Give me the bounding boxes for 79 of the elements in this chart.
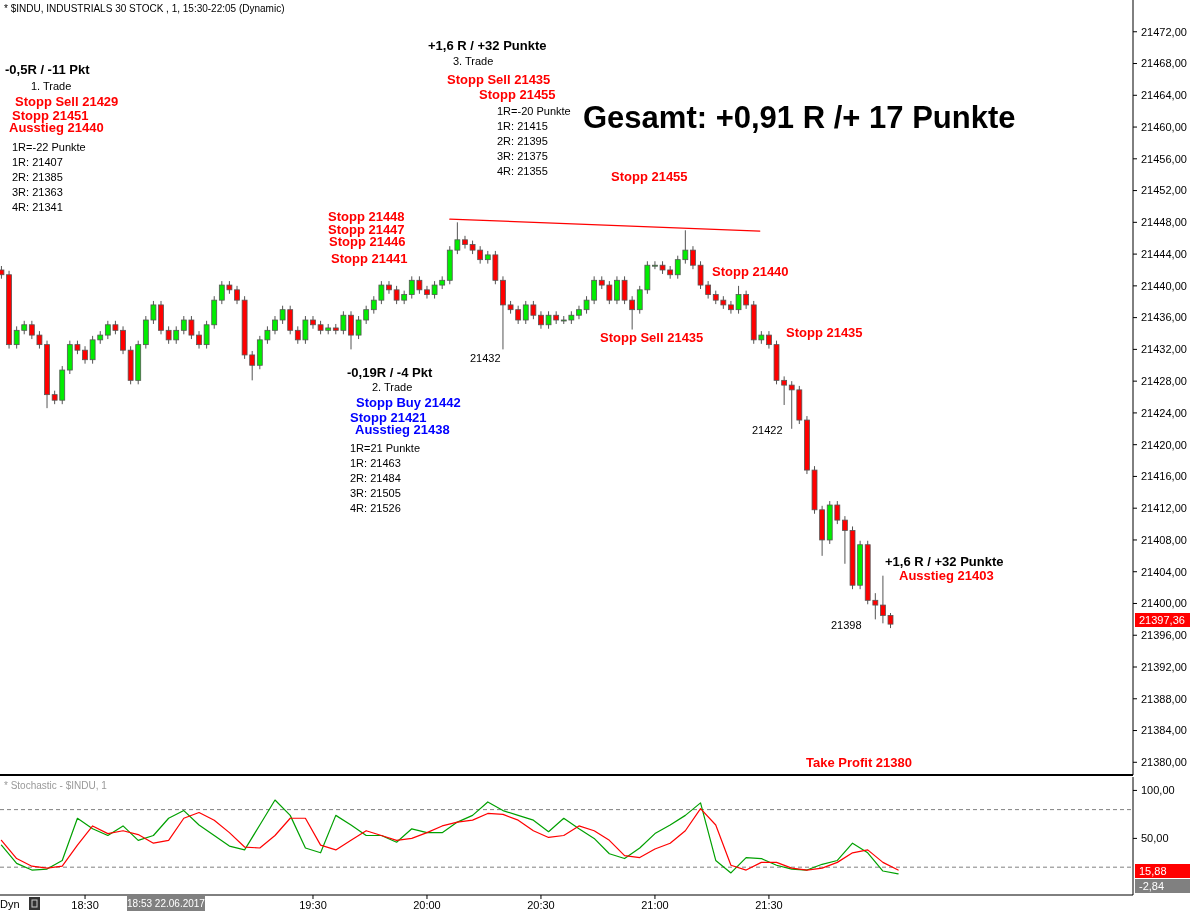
annotation: +1,6 R / +32 Punkte	[428, 37, 547, 53]
y-tick-label: 21432,00	[1141, 343, 1187, 356]
annotation: Stopp 21440	[712, 263, 789, 279]
annotation: 1R: 21463	[350, 456, 401, 469]
text: 15,88	[1139, 864, 1167, 877]
y-tick-label: 21452,00	[1141, 184, 1187, 197]
annotation: 1R=21 Punkte	[350, 441, 421, 454]
y-tick-label: 21420,00	[1141, 438, 1187, 451]
text: 21397,36	[1139, 613, 1185, 626]
y-tick-label: 21384,00	[1141, 724, 1187, 737]
annotation: 3R: 21505	[350, 486, 401, 499]
y-tick-label: 21412,00	[1141, 502, 1187, 515]
annotation: 2R: 21395	[497, 134, 548, 147]
chart-title: * Stochastic - $INDU, 1	[4, 780, 108, 791]
annotation: Stopp 21455	[611, 168, 688, 184]
annotation: Take Profit 21380	[806, 754, 912, 770]
text: 18:53 22.06.2017	[127, 897, 206, 909]
annotation: Ausstieg 21403	[899, 567, 994, 583]
text: Dyn	[0, 897, 20, 910]
y-tick-label: 21380,00	[1141, 756, 1187, 769]
x-tick-label: 21:30	[755, 898, 783, 911]
y-tick-label: 100,00	[1141, 784, 1175, 797]
y-tick-label: 21404,00	[1141, 565, 1187, 578]
annotation: Stopp Sell 21435	[447, 71, 551, 87]
x-tick-label: 20:30	[527, 898, 555, 911]
annotation: 3R: 21363	[12, 185, 63, 198]
y-tick-label: 21472,00	[1141, 25, 1187, 38]
annotation: 4R: 21355	[497, 164, 548, 177]
y-tick-label: 50,00	[1141, 832, 1169, 845]
annotation: 4R: 21526	[350, 501, 401, 514]
annotation: 2. Trade	[372, 380, 413, 393]
y-tick-label: 21460,00	[1141, 120, 1187, 133]
annotation: 3R: 21375	[497, 149, 548, 162]
y-tick-label: 21424,00	[1141, 406, 1187, 419]
annotation: -0,19R / -4 Pkt	[347, 364, 433, 380]
y-tick-label: 21436,00	[1141, 311, 1187, 324]
annotation: Gesamt: +0,91 R /+ 17 Punkte	[583, 99, 1016, 135]
chart-title: * $INDU, INDUSTRIALS 30 STOCK , 1, 15:30-22:05 (Dynamic)	[4, 3, 285, 14]
annotation: 1R=-20 Punkte	[497, 104, 571, 117]
annotation: Stopp 21455	[479, 86, 556, 102]
x-tick-label: 20:00	[413, 898, 441, 911]
y-tick-label: 21400,00	[1141, 597, 1187, 610]
y-tick-label: 21416,00	[1141, 470, 1187, 483]
annotation: Stopp 21441	[331, 250, 408, 266]
annotation: Stopp Buy 21442	[356, 394, 461, 410]
y-tick-label: 21408,00	[1141, 533, 1187, 546]
annotation: 4R: 21341	[12, 200, 63, 213]
annotation: Stopp Sell 21429	[15, 93, 119, 109]
y-tick-label: 21396,00	[1141, 629, 1187, 642]
annotation: 1R: 21407	[12, 155, 63, 168]
line-series	[0, 808, 899, 871]
y-tick-label: 21448,00	[1141, 216, 1187, 229]
line-series	[0, 799, 899, 875]
y-tick-label: 21392,00	[1141, 660, 1187, 673]
annotation: 2R: 21385	[12, 170, 63, 183]
y-tick-label: 21464,00	[1141, 89, 1187, 102]
annotation: 21398	[831, 618, 862, 631]
y-tick-label: 21468,00	[1141, 57, 1187, 70]
annotation: Stopp 21435	[786, 324, 863, 340]
y-tick-label: 21428,00	[1141, 375, 1187, 387]
annotation: 1R: 21415	[497, 119, 548, 132]
x-tick-label: 18:30	[71, 898, 99, 911]
x-tick-label: 21:00	[641, 898, 669, 911]
annotation: 1. Trade	[31, 79, 72, 92]
annotation: 2R: 21484	[350, 471, 401, 484]
x-tick-label: 19:30	[299, 898, 327, 911]
annotation: Stopp 21448	[328, 208, 405, 224]
y-tick-label: 21440,00	[1141, 279, 1187, 292]
annotation: -0,5R / -11 Pkt	[5, 61, 91, 77]
y-tick-label: 21444,00	[1141, 247, 1187, 260]
y-tick-label: 21388,00	[1141, 692, 1187, 705]
annotation: 3. Trade	[453, 54, 494, 67]
annotation: 1R=-22 Punkte	[12, 140, 86, 153]
annotation: Stopp Sell 21435	[600, 329, 704, 345]
annotation: 21432	[470, 351, 501, 364]
text: -2,84	[1139, 879, 1165, 892]
y-tick-label: 21456,00	[1141, 152, 1187, 165]
annotation: +1,6 R / +32 Punkte	[885, 553, 1004, 569]
annotation: 21422	[752, 423, 783, 436]
